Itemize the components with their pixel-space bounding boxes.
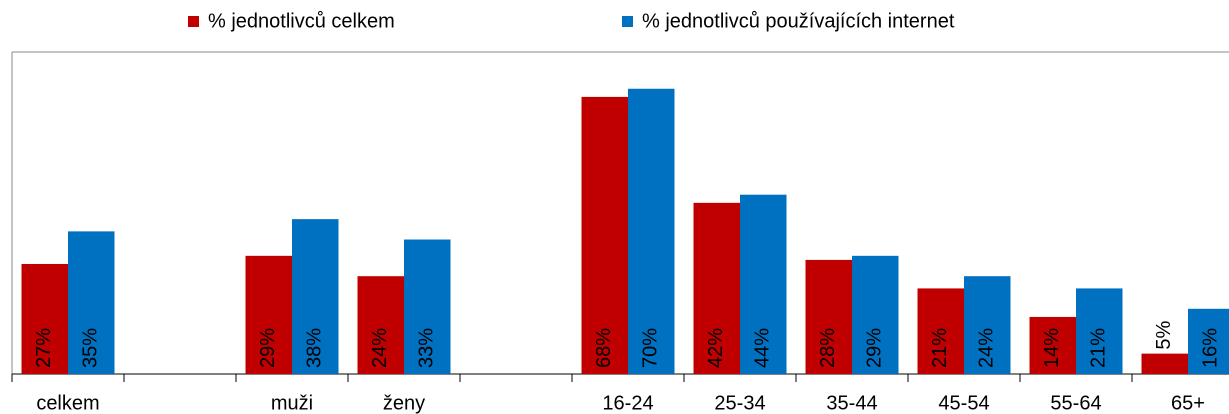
data-label: 14%	[1041, 328, 1063, 368]
bar	[1029, 316, 1076, 374]
legend-swatch	[622, 16, 633, 27]
x-tick-label: 35-44	[826, 392, 877, 414]
x-tick-label: 25-34	[714, 392, 765, 414]
x-tick-label: 65+	[1171, 392, 1205, 414]
data-label: 5%	[1153, 321, 1175, 350]
data-label: 35%	[80, 328, 102, 368]
data-label: 21%	[1088, 328, 1110, 368]
data-label: 21%	[929, 328, 951, 368]
bar	[852, 255, 899, 374]
bar	[581, 96, 628, 375]
data-label: 24%	[369, 328, 391, 368]
bar	[357, 276, 404, 374]
x-tick-label: 16-24	[602, 392, 653, 414]
data-label: 16%	[1200, 328, 1222, 368]
legend-label: % jednotlivců celkem	[208, 10, 395, 32]
data-label: 28%	[817, 328, 839, 368]
data-label: 38%	[304, 328, 326, 368]
bar	[805, 259, 852, 374]
bar	[1141, 353, 1188, 374]
bar	[740, 194, 787, 374]
bar	[693, 202, 740, 374]
legend-swatch	[188, 16, 199, 27]
bar	[1076, 288, 1123, 374]
bar	[292, 219, 339, 374]
bar	[21, 263, 68, 374]
x-tick-label: 45-54	[938, 392, 989, 414]
bar	[68, 231, 115, 374]
bar	[404, 239, 451, 374]
data-label: 29%	[257, 328, 279, 368]
legend-label: % jednotlivců používajících internet	[642, 10, 955, 32]
data-label: 29%	[864, 328, 886, 368]
data-label: 24%	[976, 328, 998, 368]
x-tick-label: 55-64	[1050, 392, 1101, 414]
bar	[1188, 308, 1229, 374]
data-label: 70%	[640, 328, 662, 368]
data-label: 42%	[705, 328, 727, 368]
data-label: 33%	[416, 328, 438, 368]
bar	[245, 255, 292, 374]
data-label: 68%	[593, 328, 615, 368]
x-tick-label: celkem	[36, 392, 99, 414]
bar	[628, 88, 675, 374]
data-label: 27%	[33, 328, 55, 368]
bar	[917, 288, 964, 374]
x-tick-label: ženy	[383, 392, 425, 414]
data-label: 44%	[752, 328, 774, 368]
x-tick-label: muži	[271, 392, 313, 414]
bar	[964, 276, 1011, 374]
